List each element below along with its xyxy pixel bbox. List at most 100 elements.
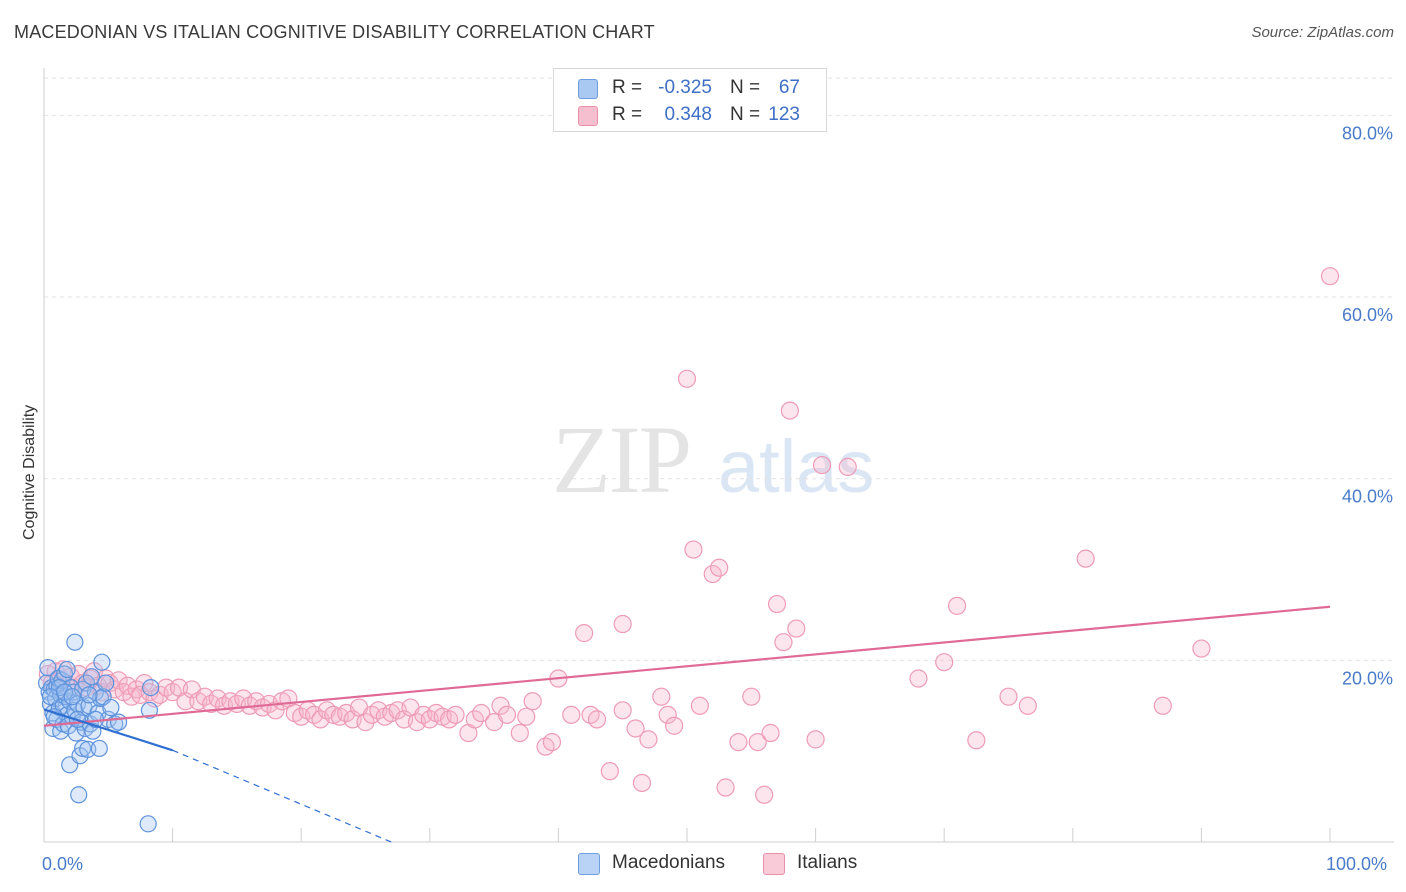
watermark-atlas: atlas <box>718 425 874 508</box>
macedonians-point <box>41 688 60 706</box>
macedonians-point <box>93 653 111 671</box>
italians-point <box>967 731 986 750</box>
italians-point <box>761 723 780 743</box>
italians-point <box>742 687 761 706</box>
macedonians-point <box>140 701 159 719</box>
italians-point <box>690 696 709 715</box>
italians-point <box>767 594 787 614</box>
italians-point <box>1153 696 1172 715</box>
y-tick-label: 20.0% <box>1342 668 1393 688</box>
macedonians-point <box>67 724 85 742</box>
legend-r-label: R = <box>612 104 643 125</box>
italians-point <box>716 778 735 797</box>
italians-point <box>639 730 658 749</box>
italians-swatch <box>763 853 785 875</box>
italians-point <box>774 633 793 652</box>
macedonians-point <box>70 786 88 804</box>
italians-point <box>780 401 799 420</box>
italians-point <box>176 692 195 711</box>
italians-point <box>446 705 465 724</box>
italians-point <box>755 785 774 804</box>
watermark: ZIP atlas <box>552 406 874 513</box>
legend-r-label: R = <box>612 77 643 98</box>
legend-n-value: 67 <box>778 77 800 98</box>
italians-point <box>658 705 677 724</box>
italians-point <box>909 669 928 688</box>
italians-point <box>562 705 581 724</box>
italians-point <box>523 692 542 711</box>
macedonians-swatch <box>578 853 600 875</box>
watermark-zip: ZIP <box>552 406 690 513</box>
macedonians-point <box>142 678 160 697</box>
italians-point <box>748 732 767 752</box>
italians-point <box>812 455 832 475</box>
italians-points <box>38 267 1340 804</box>
macedonians-trendline-extension <box>172 749 392 843</box>
italians-point <box>632 773 652 793</box>
macedonians-point <box>63 688 81 706</box>
macedonians-point <box>58 660 76 679</box>
italians-point <box>497 705 517 724</box>
italians-point <box>626 719 645 738</box>
macedonians-point <box>109 713 128 731</box>
y-tick-labels: 20.0% 40.0% 60.0% 80.0% <box>1342 123 1393 688</box>
italians-point <box>542 732 562 752</box>
axes <box>43 68 1394 843</box>
italians-point <box>356 713 375 732</box>
italians-point <box>684 540 703 559</box>
italians-point <box>665 716 684 735</box>
x-tick-label-left: 0.0% <box>42 854 83 874</box>
macedonians-point <box>39 659 57 677</box>
italians-point <box>266 701 285 720</box>
italians-point <box>1018 696 1037 715</box>
legend-r-value: -0.325 <box>658 77 712 98</box>
italians-point <box>1076 549 1095 568</box>
italians-point <box>510 723 529 743</box>
y-tick-label: 60.0% <box>1342 305 1393 325</box>
italians-trendline <box>43 605 1331 727</box>
legend-row-italians: R = 0.348 N = 123 <box>554 102 826 128</box>
legend-row-macedonians: R = -0.325 N = 67 <box>554 75 826 101</box>
italians-point <box>999 687 1018 706</box>
italians-point <box>806 730 825 749</box>
italians-point <box>575 624 594 643</box>
correlation-legend: R = -0.325 N = 67 R = 0.348 N = 123 <box>553 68 827 132</box>
macedonians-point <box>50 678 69 697</box>
italians-point <box>652 687 671 706</box>
macedonians-label: Macedonians <box>612 852 726 873</box>
y-axis-label: Cognitive Disability <box>21 405 38 540</box>
macedonians-point <box>90 739 108 758</box>
macedonians-trendline <box>43 708 173 752</box>
macedonians-point <box>66 633 84 651</box>
italians-point <box>710 558 729 577</box>
italians-point <box>613 614 632 634</box>
italians-point <box>787 619 806 638</box>
italians-point <box>587 710 607 729</box>
italians-point <box>517 707 536 726</box>
macedonians-point <box>139 815 157 833</box>
trendlines <box>43 605 1331 843</box>
italians-point <box>472 703 491 723</box>
y-tick-label: 40.0% <box>1342 487 1393 507</box>
source-credit: Source: ZipAtlas.com <box>1251 24 1394 41</box>
italians-point <box>491 696 510 715</box>
italians-point <box>1192 639 1211 658</box>
x-tick-label-right: 100.0% <box>1326 854 1387 874</box>
italians-point <box>600 762 619 781</box>
legend-n-value: 123 <box>768 104 800 125</box>
legend-swatch-macedonians <box>578 79 598 99</box>
italians-point <box>109 671 128 690</box>
chart-title: MACEDONIAN VS ITALIAN COGNITIVE DISABILI… <box>14 22 655 42</box>
macedonians-points <box>37 633 160 833</box>
legend-r-value: 0.348 <box>664 104 712 125</box>
macedonians-point <box>80 686 98 704</box>
legend-swatch-italians <box>578 106 598 126</box>
macedonians-point <box>102 698 120 717</box>
italians-point <box>613 701 632 720</box>
italians-point <box>947 596 967 615</box>
italians-point <box>677 369 697 388</box>
y-tick-label: 80.0% <box>1342 123 1393 143</box>
legend-n-label: N = <box>730 104 761 125</box>
legend-n-label: N = <box>730 77 761 98</box>
